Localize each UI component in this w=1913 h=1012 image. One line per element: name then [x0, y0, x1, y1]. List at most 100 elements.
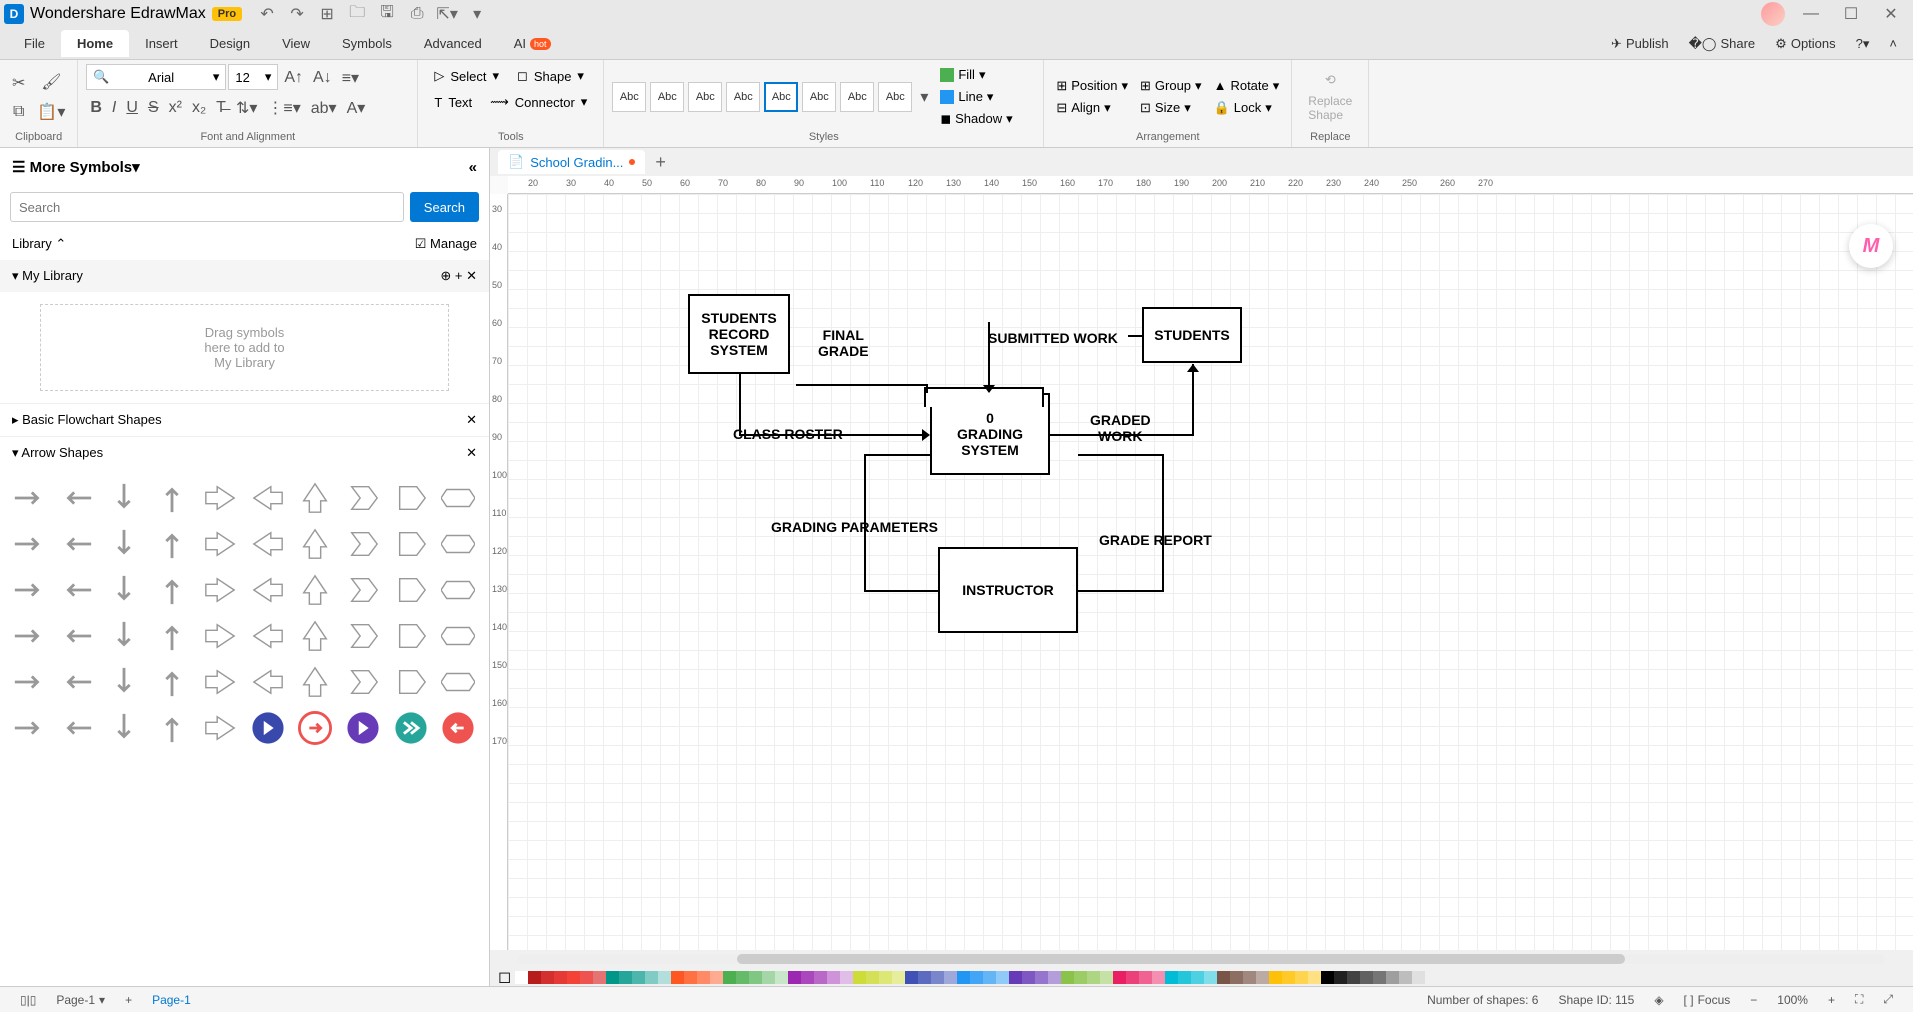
shape-stencil[interactable]: [294, 661, 336, 703]
color-swatch[interactable]: [723, 971, 736, 984]
color-swatch[interactable]: [554, 971, 567, 984]
color-swatch[interactable]: [606, 971, 619, 984]
color-swatch[interactable]: [1048, 971, 1061, 984]
shape-stencil[interactable]: [56, 523, 98, 565]
arrow-shapes-category[interactable]: ▾ Arrow Shapes ✕: [0, 436, 489, 469]
diagram-node-students-record[interactable]: STUDENTS RECORD SYSTEM: [688, 294, 790, 374]
ai-assistant-button[interactable]: M: [1849, 224, 1893, 268]
menu-insert[interactable]: Insert: [129, 30, 194, 57]
close-library-icon[interactable]: ✕: [466, 268, 477, 283]
layers-icon[interactable]: ◈: [1644, 993, 1673, 1007]
shape-stencil[interactable]: [247, 615, 289, 657]
shape-stencil[interactable]: [199, 477, 241, 519]
diagram-node-students[interactable]: STUDENTS: [1142, 307, 1242, 363]
shape-stencil[interactable]: [390, 477, 432, 519]
search-button[interactable]: Search: [410, 192, 479, 222]
shape-stencil[interactable]: [342, 615, 384, 657]
color-swatch[interactable]: [1100, 971, 1113, 984]
color-swatch[interactable]: [788, 971, 801, 984]
shape-stencil[interactable]: [437, 523, 479, 565]
color-swatch[interactable]: [1061, 971, 1074, 984]
color-swatch[interactable]: [1204, 971, 1217, 984]
basic-flowchart-category[interactable]: ▸ Basic Flowchart Shapes ✕: [0, 403, 489, 436]
shape-stencil[interactable]: [294, 615, 336, 657]
shape-stencil[interactable]: [437, 615, 479, 657]
color-swatch[interactable]: [1256, 971, 1269, 984]
text-tool[interactable]: T Text: [426, 90, 480, 114]
shape-stencil[interactable]: [390, 707, 432, 749]
color-swatch[interactable]: [1243, 971, 1256, 984]
shape-stencil[interactable]: [247, 707, 289, 749]
case-icon[interactable]: ab▾: [307, 94, 341, 122]
superscript-icon[interactable]: x²: [165, 94, 186, 122]
copy-icon[interactable]: ⧉: [8, 99, 29, 125]
color-swatch[interactable]: [983, 971, 996, 984]
color-swatch[interactable]: [632, 971, 645, 984]
decrease-font-icon[interactable]: A↓: [309, 64, 336, 92]
help-icon[interactable]: ?▾: [1848, 32, 1878, 56]
shape-stencil[interactable]: [56, 615, 98, 657]
share-button[interactable]: �◯ Share: [1681, 32, 1764, 56]
color-swatch[interactable]: [801, 971, 814, 984]
add-library-icon[interactable]: ⊕: [440, 268, 451, 283]
shape-stencil[interactable]: [151, 477, 193, 519]
align-icon[interactable]: ≡▾: [338, 64, 363, 92]
redo-icon[interactable]: ↷: [288, 5, 306, 23]
publish-button[interactable]: ✈ Publish: [1603, 32, 1677, 56]
shape-stencil[interactable]: [151, 615, 193, 657]
shape-stencil[interactable]: [437, 661, 479, 703]
color-swatch[interactable]: [710, 971, 723, 984]
shape-stencil[interactable]: [103, 477, 145, 519]
maximize-icon[interactable]: ☐: [1833, 2, 1869, 26]
close-category-icon[interactable]: ✕: [466, 412, 477, 428]
color-swatch[interactable]: [970, 971, 983, 984]
style-swatch-1[interactable]: Abc: [612, 82, 646, 112]
color-swatch[interactable]: [1126, 971, 1139, 984]
shape-stencil[interactable]: [342, 477, 384, 519]
shape-stencil[interactable]: [437, 477, 479, 519]
style-swatch-5[interactable]: Abc: [764, 82, 798, 112]
color-swatch[interactable]: [1373, 971, 1386, 984]
color-swatch[interactable]: [1009, 971, 1022, 984]
fullscreen-icon[interactable]: ⤢: [1873, 992, 1903, 1007]
color-swatch[interactable]: [1191, 971, 1204, 984]
color-swatch[interactable]: [593, 971, 606, 984]
position-button[interactable]: ⊞ Position▾: [1052, 76, 1132, 96]
color-swatch[interactable]: [1113, 971, 1126, 984]
print-icon[interactable]: ⎙: [408, 5, 426, 23]
color-swatch[interactable]: [1386, 971, 1399, 984]
style-swatch-3[interactable]: Abc: [688, 82, 722, 112]
shape-stencil[interactable]: [294, 569, 336, 611]
menu-advanced[interactable]: Advanced: [408, 30, 498, 57]
color-swatch[interactable]: [840, 971, 853, 984]
shape-stencil[interactable]: [294, 477, 336, 519]
color-swatch[interactable]: [1399, 971, 1412, 984]
lock-button[interactable]: 🔒 Lock▾: [1210, 98, 1284, 118]
page-select[interactable]: Page-1 ▾: [46, 993, 115, 1007]
shape-stencil[interactable]: [8, 477, 50, 519]
color-swatch[interactable]: [1035, 971, 1048, 984]
shape-stencil[interactable]: [8, 569, 50, 611]
clear-format-icon[interactable]: T̶: [212, 94, 230, 122]
bold-icon[interactable]: B: [86, 94, 106, 122]
color-swatch[interactable]: [827, 971, 840, 984]
shape-stencil[interactable]: [8, 615, 50, 657]
color-swatch[interactable]: [879, 971, 892, 984]
size-button[interactable]: ⊡ Size▾: [1136, 98, 1206, 118]
color-swatch[interactable]: [996, 971, 1009, 984]
format-painter-icon[interactable]: 🖌: [33, 68, 69, 96]
collapse-ribbon-icon[interactable]: ˄: [1881, 32, 1905, 56]
line-spacing-icon[interactable]: ⇅▾: [232, 94, 261, 122]
shape-stencil[interactable]: [151, 569, 193, 611]
focus-button[interactable]: [ ] Focus: [1674, 993, 1741, 1007]
more-icon[interactable]: ▾: [468, 5, 486, 23]
shape-stencil[interactable]: [247, 477, 289, 519]
shape-stencil[interactable]: [390, 523, 432, 565]
shape-stencil[interactable]: [342, 661, 384, 703]
shape-stencil[interactable]: [8, 661, 50, 703]
style-more-icon[interactable]: ▾: [916, 83, 932, 111]
color-swatch[interactable]: [853, 971, 866, 984]
shape-stencil[interactable]: [103, 569, 145, 611]
color-swatch[interactable]: [1282, 971, 1295, 984]
color-swatch[interactable]: [1217, 971, 1230, 984]
